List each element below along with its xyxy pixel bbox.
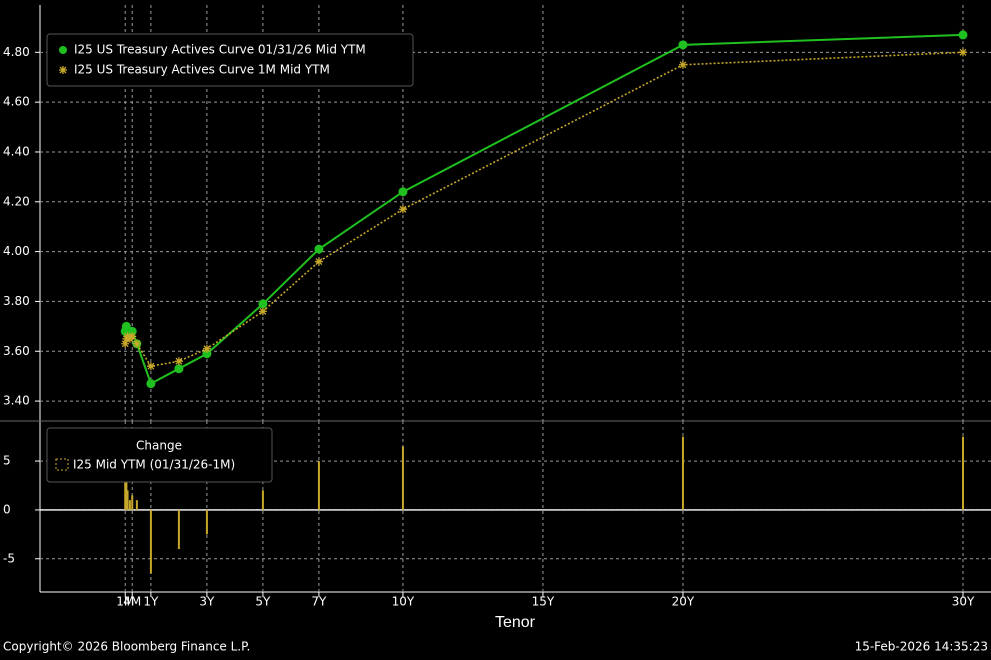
bar — [128, 500, 131, 510]
marker — [132, 339, 141, 348]
marker — [128, 332, 137, 341]
marker — [398, 205, 407, 214]
bar — [961, 436, 964, 510]
marker — [314, 257, 323, 266]
legend-title: Change — [136, 439, 182, 453]
marker — [314, 244, 324, 254]
marker — [678, 60, 687, 69]
bar — [317, 461, 320, 510]
x-tick-label: 3Y — [199, 595, 215, 609]
bar — [126, 490, 129, 510]
y-tick-label: 0 — [3, 502, 11, 516]
bar — [401, 446, 404, 510]
bar — [177, 509, 180, 550]
legend-marker — [59, 66, 67, 74]
y-tick-label: 4.00 — [3, 244, 30, 258]
x-tick-label: 1Y — [143, 595, 159, 609]
bar — [131, 495, 134, 510]
x-tick-label: 1M — [116, 595, 134, 609]
marker — [174, 357, 183, 366]
legend: I25 US Treasury Actives Curve 01/31/26 M… — [46, 33, 414, 87]
marker — [258, 299, 268, 309]
bar — [125, 470, 128, 510]
x-tick-label: 7Y — [311, 595, 327, 609]
marker — [146, 362, 155, 371]
legend-box — [46, 427, 273, 483]
legend-marker — [59, 46, 67, 54]
bar — [124, 461, 127, 510]
footer-right: 15-Feb-2026 14:35:23 — [855, 640, 988, 654]
x-tick-label: 4M — [123, 595, 141, 609]
y-tick-label: 5 — [3, 454, 11, 468]
bar — [149, 509, 152, 574]
bar — [135, 500, 138, 510]
marker — [958, 48, 967, 57]
x-tick-label: 30Y — [952, 595, 975, 609]
bar — [261, 490, 264, 510]
legend-box — [46, 33, 414, 87]
marker — [121, 339, 130, 348]
bar — [205, 509, 208, 535]
x-tick-label: 5Y — [255, 595, 271, 609]
y-tick-label: 4.20 — [3, 194, 30, 208]
marker — [202, 344, 211, 353]
x-tick-label: 15Y — [532, 595, 555, 609]
x-tick-label: 10Y — [392, 595, 415, 609]
legend-label: I25 Mid YTM (01/31/26-1M) — [73, 458, 235, 472]
marker — [174, 364, 184, 374]
legend-label: I25 US Treasury Actives Curve 01/31/26 M… — [74, 43, 366, 57]
y-tick-label: 4.60 — [3, 95, 30, 109]
y-tick-label: 3.80 — [3, 294, 30, 308]
x-tick-label: 20Y — [672, 595, 695, 609]
bar — [681, 436, 684, 510]
x-axis-label: Tenor — [495, 614, 536, 631]
y-tick-label: 4.40 — [3, 144, 30, 158]
y-tick-label: 4.80 — [3, 45, 30, 59]
marker — [146, 379, 156, 389]
marker — [958, 30, 968, 40]
y-tick-label: 3.40 — [3, 394, 30, 408]
y-tick-label: -5 — [3, 551, 15, 565]
footer-left: Copyright© 2026 Bloomberg Finance L.P. — [3, 640, 250, 654]
y-tick-label: 3.60 — [3, 344, 30, 358]
legend: Change I25 Mid YTM (01/31/26-1M) — [46, 427, 273, 483]
legend-marker — [55, 458, 69, 471]
marker — [258, 307, 267, 316]
legend-label: I25 US Treasury Actives Curve 1M Mid YTM — [74, 63, 330, 77]
marker — [678, 40, 688, 50]
marker — [398, 187, 408, 197]
marker — [121, 321, 131, 331]
